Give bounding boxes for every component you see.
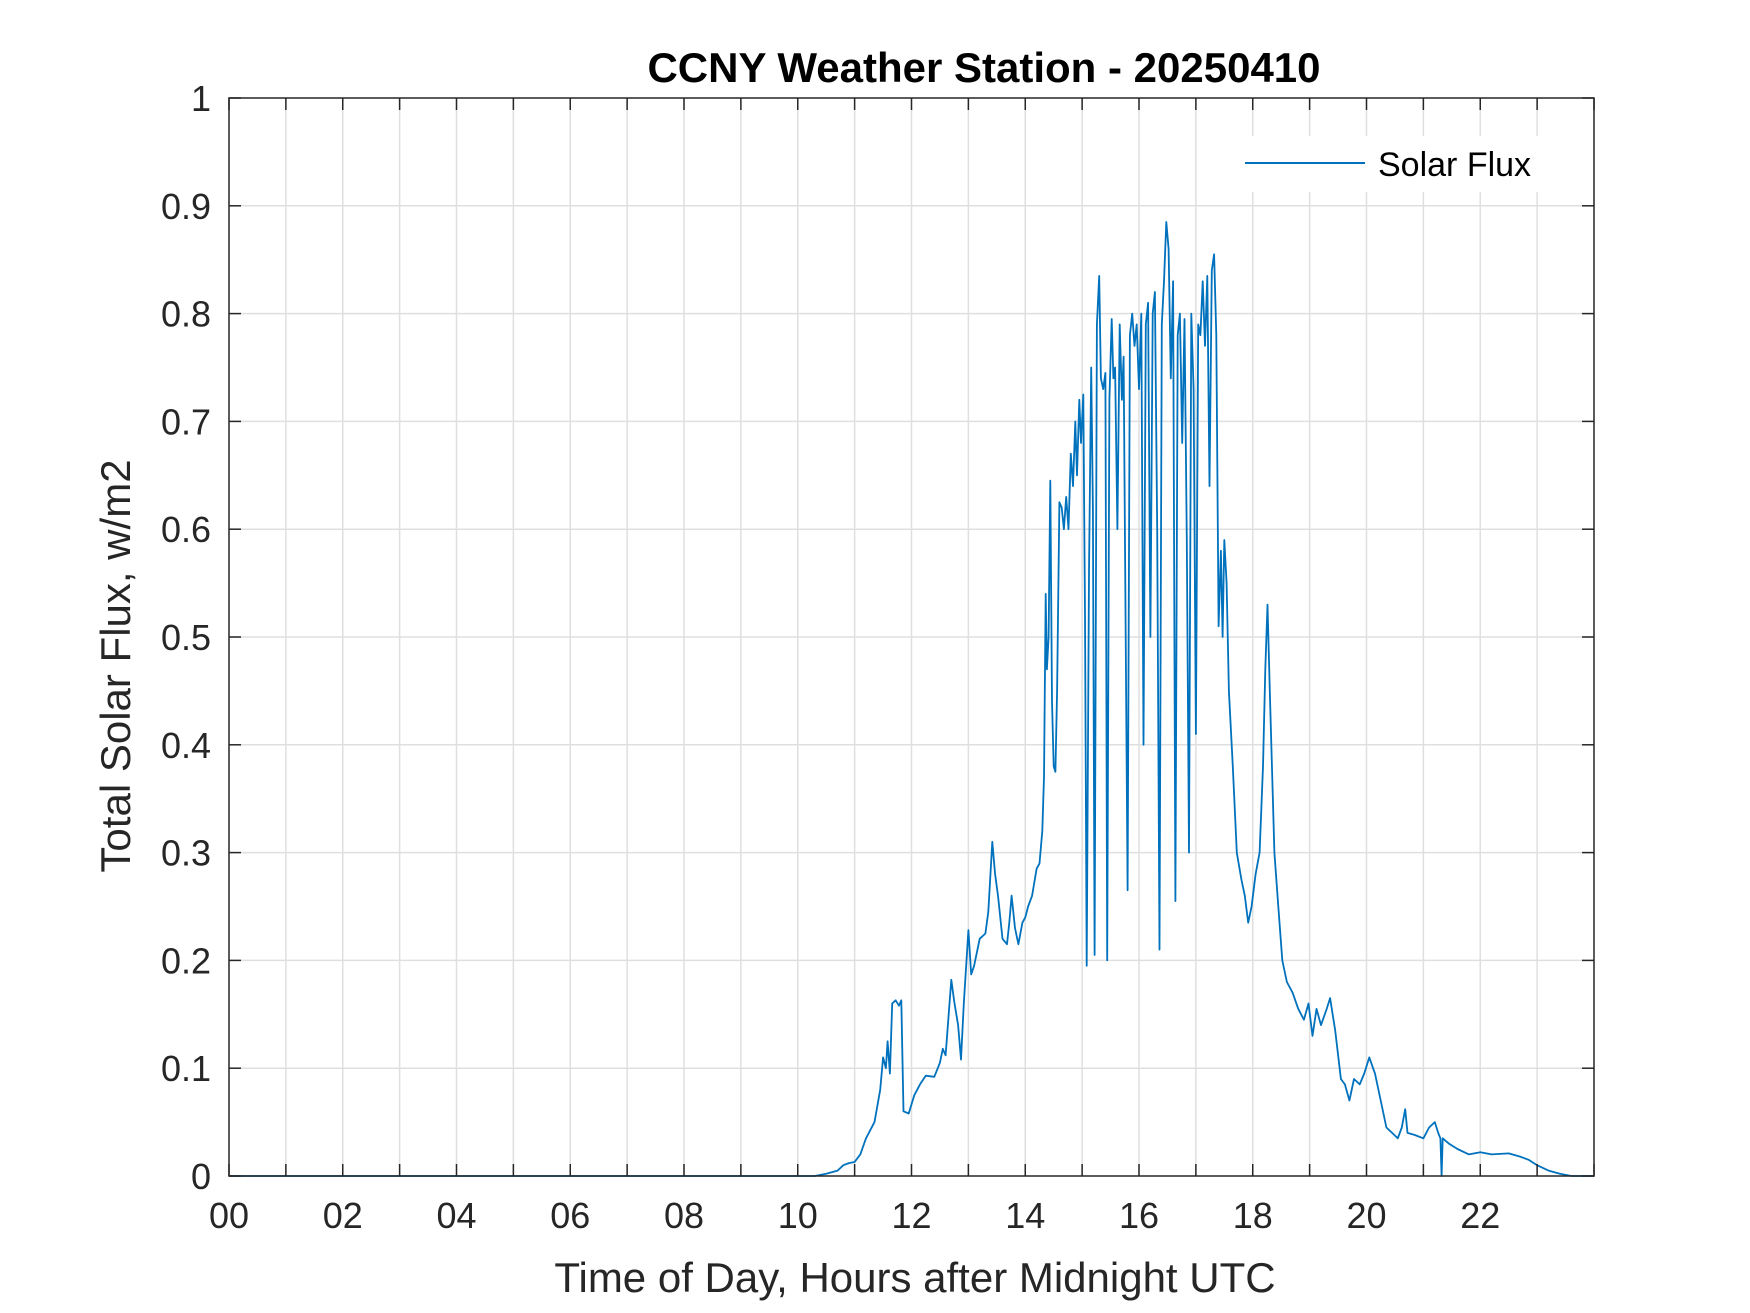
x-tick-label: 06 [550,1195,590,1236]
y-tick-label: 0.2 [161,940,211,981]
y-tick-label: 0.3 [161,833,211,874]
y-tick-label: 0.1 [161,1048,211,1089]
x-tick-label: 08 [664,1195,704,1236]
grid-lines [229,98,1594,1176]
x-tick-label: 00 [209,1195,249,1236]
x-tick-label: 04 [436,1195,476,1236]
y-tick-label: 0.4 [161,725,211,766]
y-tick-label: 0.5 [161,617,211,658]
x-tick-label: 20 [1346,1195,1386,1236]
y-tick-label: 1 [191,78,211,119]
y-tick-label: 0.9 [161,186,211,227]
y-tick-label: 0 [191,1156,211,1197]
x-tick-label: 10 [778,1195,818,1236]
axes-layer [228,97,1595,1177]
x-tick-label: 16 [1119,1195,1159,1236]
y-tick-label: 0.6 [161,509,211,550]
y-tick-label: 0.7 [161,401,211,442]
y-axis-label: Total Solar Flux, w/m2 [92,459,139,872]
x-tick-label: 14 [1005,1195,1045,1236]
legend-label-solar-flux: Solar Flux [1378,146,1531,184]
series-line-solar-flux [229,221,1594,1177]
legend: Solar Flux [1225,136,1585,192]
x-tick-label: 18 [1233,1195,1273,1236]
tick-labels: 00 02 04 06 08 10 12 14 16 18 20 22 0 0.1 0.2 0.3 0.4 0.5… [161,78,1500,1236]
chart-title: CCNY Weather Station - 20250410 [647,44,1320,91]
y-tick-label: 0.8 [161,294,211,335]
x-tick-label: 12 [891,1195,931,1236]
series-layer [229,221,1594,1177]
x-tick-label: 22 [1460,1195,1500,1236]
x-axis-label: Time of Day, Hours after Midnight UTC [554,1254,1275,1301]
x-tick-label: 02 [323,1195,363,1236]
